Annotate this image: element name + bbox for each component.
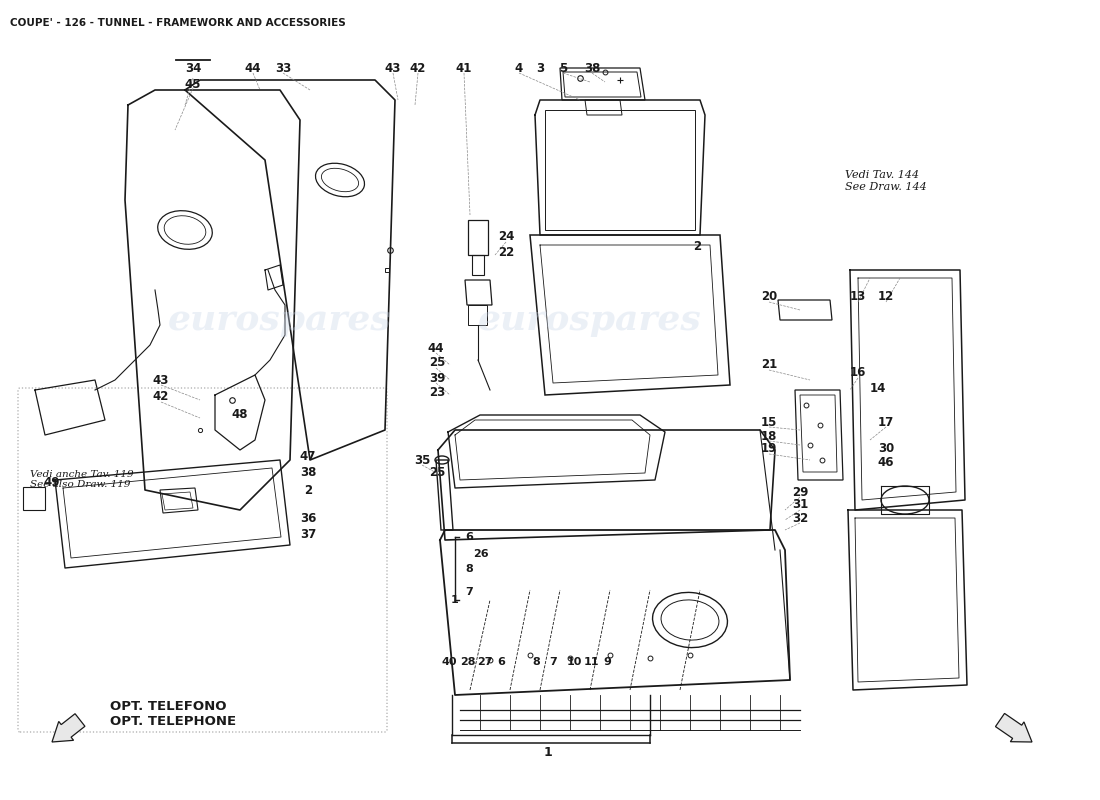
Text: 38: 38 — [300, 466, 316, 479]
Text: 47: 47 — [300, 450, 316, 462]
Text: 38: 38 — [584, 62, 601, 74]
Text: 25: 25 — [429, 466, 446, 479]
Text: 32: 32 — [792, 511, 808, 525]
Text: 44: 44 — [428, 342, 444, 354]
Text: 15: 15 — [761, 415, 778, 429]
Text: 2: 2 — [304, 483, 312, 497]
Text: 35: 35 — [414, 454, 430, 466]
Text: 42: 42 — [153, 390, 169, 403]
Text: 16: 16 — [850, 366, 866, 379]
Text: 9: 9 — [603, 657, 611, 667]
Text: 28: 28 — [460, 657, 475, 667]
Text: 14: 14 — [870, 382, 887, 394]
Text: 45: 45 — [185, 78, 201, 91]
Text: 6: 6 — [497, 657, 505, 667]
Text: 46: 46 — [878, 455, 894, 469]
Text: eurospares: eurospares — [478, 303, 702, 337]
Text: 34: 34 — [185, 62, 201, 74]
Text: 4: 4 — [515, 62, 524, 74]
Text: 5: 5 — [559, 62, 568, 74]
Text: 43: 43 — [153, 374, 169, 386]
Text: COUPE' - 126 - TUNNEL - FRAMEWORK AND ACCESSORIES: COUPE' - 126 - TUNNEL - FRAMEWORK AND AC… — [10, 18, 345, 28]
Text: eurospares: eurospares — [168, 303, 392, 337]
Text: 12: 12 — [878, 290, 894, 303]
Text: 11: 11 — [583, 657, 598, 667]
Text: 24: 24 — [498, 230, 514, 243]
Text: 7: 7 — [465, 587, 473, 597]
Text: 8: 8 — [465, 564, 473, 574]
Text: 10: 10 — [566, 657, 582, 667]
Text: 31: 31 — [792, 498, 808, 511]
Text: 48: 48 — [232, 409, 249, 422]
Text: 22: 22 — [498, 246, 514, 258]
Text: 49: 49 — [44, 477, 60, 490]
Text: 7: 7 — [549, 657, 557, 667]
Text: 25: 25 — [429, 357, 446, 370]
Text: 42: 42 — [410, 62, 426, 74]
FancyArrow shape — [996, 714, 1032, 742]
Text: 33: 33 — [275, 62, 292, 74]
Text: 18: 18 — [761, 430, 778, 442]
Text: 44: 44 — [244, 62, 262, 74]
FancyArrow shape — [52, 714, 85, 742]
Text: 8: 8 — [532, 657, 540, 667]
Text: 1: 1 — [451, 595, 459, 605]
Text: 20: 20 — [761, 290, 777, 303]
Text: 23: 23 — [429, 386, 446, 399]
Text: 21: 21 — [761, 358, 777, 371]
Text: 36: 36 — [300, 513, 316, 526]
Text: 17: 17 — [878, 415, 894, 429]
Text: Vedi anche Tav. 119
See also Draw. 119: Vedi anche Tav. 119 See also Draw. 119 — [30, 470, 133, 490]
Text: 13: 13 — [850, 290, 866, 303]
Text: 26: 26 — [473, 549, 488, 559]
Text: 1: 1 — [543, 746, 552, 759]
Text: 40: 40 — [441, 657, 456, 667]
Text: 43: 43 — [385, 62, 402, 74]
Text: Vedi Tav. 144
See Draw. 144: Vedi Tav. 144 See Draw. 144 — [845, 170, 926, 192]
Text: 3: 3 — [536, 62, 544, 74]
Text: OPT. TELEFONO
OPT. TELEPHONE: OPT. TELEFONO OPT. TELEPHONE — [110, 700, 236, 728]
Text: 30: 30 — [878, 442, 894, 455]
Text: 19: 19 — [761, 442, 778, 455]
Text: 6: 6 — [465, 532, 473, 542]
Text: 2: 2 — [693, 241, 701, 254]
Text: 41: 41 — [455, 62, 472, 74]
Text: 37: 37 — [300, 527, 316, 541]
Text: 29: 29 — [792, 486, 808, 498]
Text: 27: 27 — [477, 657, 493, 667]
Text: 39: 39 — [429, 371, 446, 385]
